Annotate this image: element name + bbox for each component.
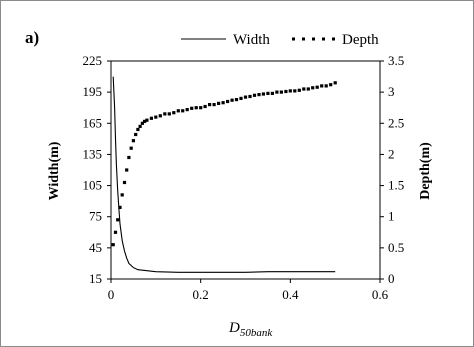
depth-point	[243, 95, 248, 99]
depth-point	[181, 109, 185, 113]
y-right-tick-label: 3	[388, 84, 395, 99]
depth-point	[167, 112, 171, 116]
depth-point	[270, 91, 274, 95]
y-left-tick-label: 45	[89, 240, 102, 255]
y-left-tick-label: 195	[83, 84, 103, 99]
depth-point	[116, 218, 120, 222]
depth-point	[306, 87, 310, 91]
depth-point	[288, 89, 292, 93]
y-right-tick-label: 2.5	[388, 115, 404, 130]
depth-point	[120, 193, 124, 197]
depth-point	[118, 205, 122, 209]
legend-depth-label: Depth	[342, 32, 379, 48]
depth-point	[136, 127, 140, 132]
depth-point	[125, 168, 129, 172]
y-right-axis-ticks: 0 0.5 1 1.5 2 2.5 3 3.5	[380, 53, 404, 286]
depth-point	[194, 106, 198, 110]
x-tick-label: 0	[108, 287, 115, 302]
depth-point	[163, 112, 167, 116]
depth-point	[158, 114, 162, 118]
depth-point	[127, 155, 131, 160]
depth-point	[257, 93, 261, 97]
depth-point	[311, 86, 315, 90]
depth-point	[143, 119, 147, 123]
depth-point	[185, 108, 189, 112]
depth-point	[248, 94, 252, 99]
depth-point	[297, 88, 301, 92]
depth-point	[203, 104, 207, 109]
depth-point	[239, 96, 243, 100]
y-left-tick-label: 105	[83, 178, 103, 193]
x-axis-ticks: 0 0.2 0.4 0.6	[108, 279, 389, 302]
depth-point	[252, 93, 257, 97]
y-right-tick-label: 0.5	[388, 240, 404, 255]
depth-point	[221, 101, 225, 105]
depth-point	[217, 101, 221, 105]
y-right-tick-label: 2	[388, 146, 395, 161]
width-line	[112, 76, 336, 273]
depth-point	[149, 116, 153, 120]
legend-width-label: Width	[233, 32, 270, 48]
depth-point	[208, 103, 212, 107]
depth-point	[302, 87, 306, 91]
depth-point	[226, 99, 230, 104]
depth-point	[234, 98, 239, 102]
depth-point	[320, 84, 324, 88]
depth-point	[324, 84, 328, 88]
depth-point	[199, 106, 203, 110]
depth-point	[134, 132, 138, 137]
depth-point	[212, 103, 216, 107]
x-tick-label: 0.4	[282, 287, 299, 302]
depth-point	[190, 106, 194, 110]
x-axis-title: D50bank	[228, 320, 273, 339]
depth-point	[333, 81, 337, 85]
y-left-tick-label: 75	[89, 209, 102, 224]
depth-point	[111, 243, 115, 247]
plot-area	[110, 60, 381, 280]
depth-point	[154, 115, 158, 119]
depth-point	[266, 91, 270, 95]
depth-point	[329, 83, 333, 87]
depth-point	[140, 121, 144, 125]
y-left-tick-label: 165	[83, 115, 103, 130]
y-right-tick-label: 3.5	[388, 53, 404, 68]
y-right-axis-title: Depth(m)	[418, 142, 433, 200]
series-depth	[111, 81, 337, 247]
y-left-axis-ticks: 15 45 75 105 135 165 195 225	[83, 53, 111, 286]
depth-point	[279, 90, 283, 94]
y-left-axis-title: Width(m)	[47, 141, 62, 200]
y-right-tick-label: 0	[388, 271, 395, 286]
series-width	[112, 76, 336, 273]
depth-point	[138, 124, 142, 128]
depth-point	[315, 85, 319, 89]
depth-point	[145, 118, 149, 122]
y-right-tick-label: 1	[388, 209, 395, 224]
depth-point	[129, 146, 133, 150]
panel-label: a)	[25, 28, 39, 47]
depth-point	[122, 180, 127, 185]
y-left-tick-label: 135	[83, 146, 103, 161]
x-axis-title-main: D	[228, 320, 240, 336]
x-tick-label: 0.6	[372, 287, 389, 302]
y-left-tick-label: 15	[89, 271, 102, 286]
y-right-tick-label: 1.5	[388, 178, 404, 193]
y-left-tick-label: 225	[83, 53, 103, 68]
depth-point	[293, 89, 297, 93]
depth-point	[172, 111, 176, 115]
depth-point	[176, 109, 180, 113]
x-axis-title-subscript: 50bank	[240, 327, 274, 339]
depth-point	[284, 89, 288, 94]
depth-point	[230, 98, 234, 102]
depth-point	[261, 92, 265, 96]
depth-point	[275, 90, 279, 94]
x-tick-label: 0.2	[193, 287, 209, 302]
depth-point	[131, 139, 135, 143]
depth-point	[113, 230, 118, 234]
